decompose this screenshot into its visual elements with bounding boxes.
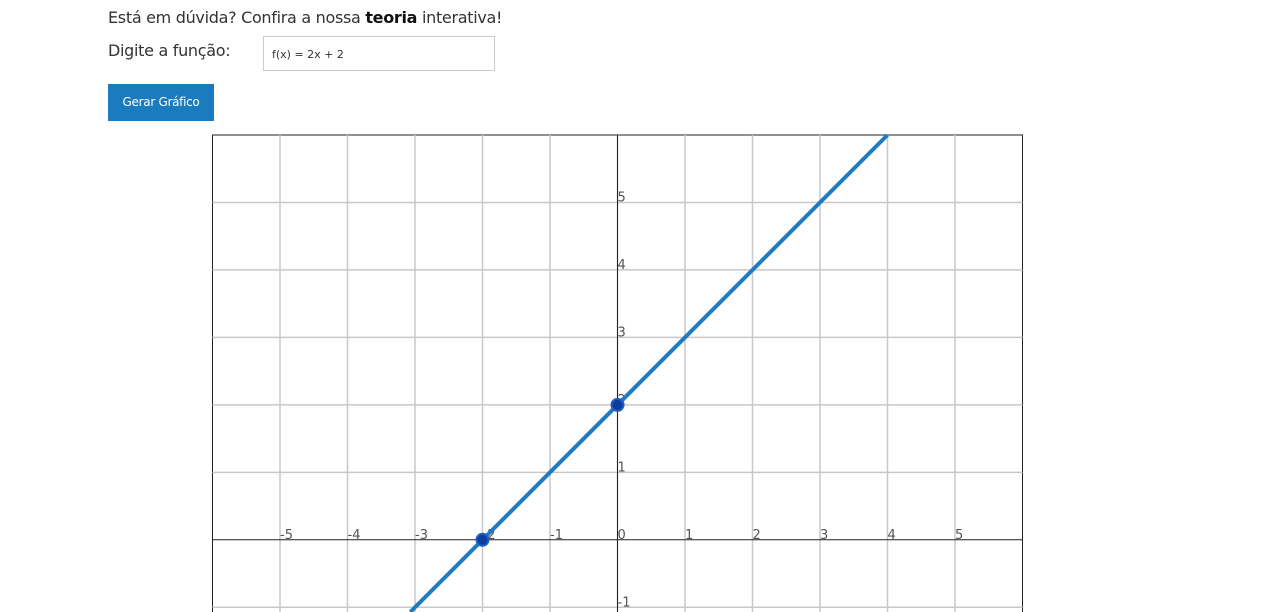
y-tick-label: 1 [618,460,626,475]
intro-text: Está em dúvida? Confira a nossa teoria i… [108,8,502,27]
x-tick-label: 4 [888,528,896,543]
generate-button[interactable]: Gerar Gráfico [108,84,214,121]
x-tick-label: -3 [415,528,428,543]
function-line [408,133,889,612]
x-tick-label: -4 [348,528,361,543]
x-tick-label: 3 [820,528,828,543]
x-tick-label: 1 [685,528,693,543]
x-tick-label: -5 [280,528,293,543]
y-tick-label: -1 [618,595,631,610]
highlight-point [475,532,490,547]
intro-prefix: Está em dúvida? Confira a nossa [108,8,366,27]
function-label: Digite a função: [108,41,231,60]
function-input[interactable]: f(x) = 2x + 2 [263,36,495,71]
x-tick-label: 0 [618,528,626,543]
x-tick-label: -1 [550,528,563,543]
y-tick-label: 3 [618,325,626,340]
y-tick-label: 5 [618,190,626,205]
theory-link[interactable]: teoria [365,8,418,27]
x-tick-label: 5 [955,528,963,543]
x-tick-label: 2 [753,528,761,543]
intro-suffix: interativa! [417,8,503,27]
highlight-point [610,397,625,412]
y-tick-label: 4 [618,258,626,273]
